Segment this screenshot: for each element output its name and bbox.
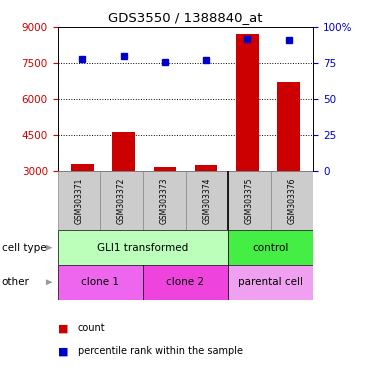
Bar [58, 171, 100, 230]
Bar [236, 34, 259, 171]
Text: GSM303375: GSM303375 [245, 177, 254, 224]
Text: count: count [78, 323, 105, 333]
Bar [195, 165, 217, 171]
Bar [58, 230, 228, 265]
Text: control: control [253, 243, 289, 253]
Text: other: other [2, 277, 30, 287]
Text: GSM303374: GSM303374 [202, 177, 211, 224]
Bar [58, 265, 143, 300]
Text: parental cell: parental cell [238, 277, 303, 287]
Text: cell type: cell type [2, 243, 46, 253]
Bar [143, 265, 228, 300]
Text: clone 1: clone 1 [81, 277, 119, 287]
Bar [143, 171, 186, 230]
Bar [228, 230, 313, 265]
Bar [112, 132, 135, 171]
Text: ■: ■ [58, 323, 68, 333]
Text: GSM303372: GSM303372 [117, 177, 126, 224]
Bar [271, 171, 313, 230]
Bar [186, 171, 228, 230]
Bar [154, 167, 176, 171]
Bar [71, 164, 93, 171]
Bar [228, 265, 313, 300]
Text: GSM303373: GSM303373 [160, 177, 169, 224]
Bar [100, 171, 143, 230]
Text: GSM303376: GSM303376 [288, 177, 297, 224]
Text: GDS3550 / 1388840_at: GDS3550 / 1388840_at [108, 12, 263, 25]
Text: clone 2: clone 2 [167, 277, 204, 287]
Text: GLI1 transformed: GLI1 transformed [97, 243, 188, 253]
Text: GSM303371: GSM303371 [74, 177, 83, 224]
Bar [278, 82, 300, 171]
Text: ■: ■ [58, 346, 68, 356]
Text: percentile rank within the sample: percentile rank within the sample [78, 346, 243, 356]
Bar [228, 171, 271, 230]
